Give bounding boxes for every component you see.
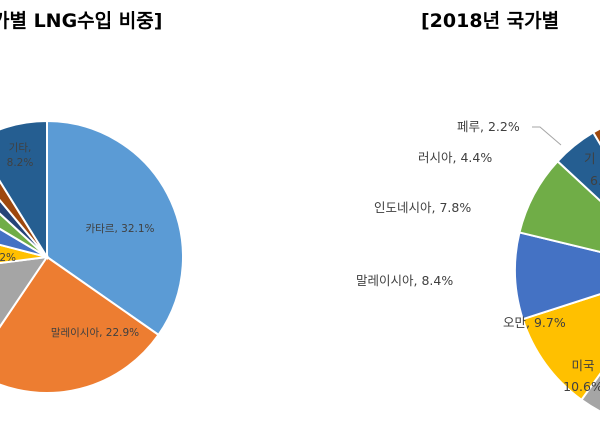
pie1-slice-1	[46, 119, 184, 337]
pie1-label-1: 카타르, 32.1%	[85, 223, 154, 235]
pie2-label-3-name: 미국	[571, 358, 594, 373]
pie2-slice-8	[591, 127, 600, 146]
pie2-label-3-value: 10.6%	[563, 379, 600, 394]
pie2-label-5: 말레이시아, 8.4%	[356, 273, 453, 288]
pie2-label-8: 페루, 2.2%	[457, 119, 520, 134]
pie2-slice-5	[514, 231, 600, 321]
chart-title-right: [2018년 국가별	[421, 10, 560, 32]
pie2-label-7: 러시아, 4.4%	[418, 150, 492, 165]
pie2-slice-3	[580, 372, 600, 413]
pie1-label-9-name: 기타,	[9, 142, 32, 154]
pie1-slice-3	[0, 255, 50, 329]
pie2-slice-4	[521, 293, 600, 402]
pie1-slice-2	[0, 255, 160, 394]
pie1-label-4: .2%	[0, 252, 16, 264]
pie2-label-4: 오만, 9.7%	[503, 315, 566, 330]
pie1-slice-9	[0, 119, 48, 261]
pie1-label-2: 말레이시아, 22.9%	[51, 327, 139, 339]
pie2-label-9-name: 기	[584, 151, 596, 166]
pie1-label-9-value: 8.2%	[7, 157, 34, 169]
chart-title-left: 가별 LNG수입 비중]	[0, 10, 163, 32]
pie2-label-9-value: 6.	[590, 173, 600, 188]
pie1-slice-4	[0, 243, 48, 265]
pie2-label-6: 인도네시아, 7.8%	[374, 200, 471, 215]
pie2-leader-8	[532, 126, 562, 146]
